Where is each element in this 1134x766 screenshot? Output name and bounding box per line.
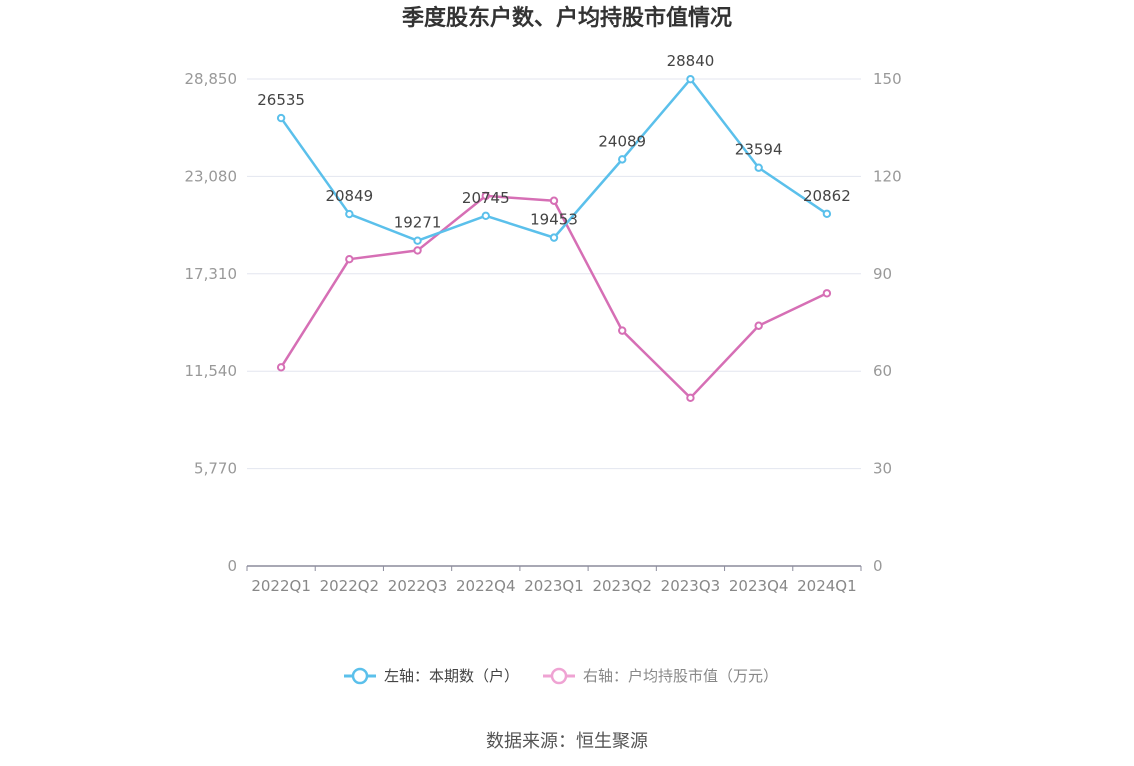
y-left-tick-label: 5,770 [194,460,237,478]
y-right-tick-label: 150 [873,70,902,88]
y-left-tick-label: 28,850 [185,70,238,88]
x-axis: 2022Q1 2022Q2 2022Q3 2022Q4 2023Q1 2023Q2 2023… [246,565,862,595]
legend-marker [351,667,369,685]
data-point[interactable] [618,155,627,164]
y-right-tick-label: 30 [873,460,892,478]
data-point[interactable] [481,211,490,221]
y-right-tick-label: 120 [873,167,902,185]
data-label: 20849 [325,187,373,205]
data-point[interactable] [822,209,832,219]
data-label: 24089 [598,132,646,150]
data-point[interactable] [481,191,490,201]
data-label: 28840 [667,52,715,70]
data-label: 20862 [803,187,851,205]
data-point[interactable] [345,254,354,264]
data-label: 26535 [257,91,305,109]
legend[interactable]: 左轴：本期数（户） 右轴：户均持股市值（万元） [344,667,778,685]
legend-label: 右轴：户均持股市值（万元） [583,667,778,685]
x-tick-label: 2023Q1 [524,577,584,595]
legend-label: 左轴：本期数（户） [384,667,519,685]
x-tick-label: 2022Q3 [388,577,448,595]
x-tick-label: 2022Q2 [320,577,380,595]
data-point[interactable] [413,246,422,255]
y-right-tick-label: 90 [873,265,892,283]
data-point[interactable] [618,326,627,335]
x-tick-label: 2022Q1 [251,577,311,595]
chart-title: 季度股东户数、户均持股市值情况 [402,5,732,31]
legend-marker [550,667,568,685]
data-point[interactable] [754,163,763,172]
data-label: 23594 [735,141,783,159]
y-axis-left: 0 5,770 11,540 17,310 23,080 28,850 [185,70,238,575]
data-label: 19271 [394,214,442,232]
source-note: 数据来源：恒生聚源 [486,731,648,752]
y-left-tick-label: 17,310 [185,265,238,283]
data-point[interactable] [822,289,832,298]
data-point[interactable] [413,236,422,245]
data-label: 20745 [462,189,510,207]
y-right-tick-label: 0 [873,557,883,575]
data-point[interactable] [276,363,286,372]
y-left-tick-label: 0 [227,557,237,575]
x-tick-label: 2022Q4 [456,577,516,595]
data-point[interactable] [549,233,559,242]
data-point[interactable] [754,321,763,330]
data-point[interactable] [686,74,695,84]
y-axis-right: 0 30 60 90 120 150 [873,70,902,575]
data-point[interactable] [686,393,695,403]
x-tick-label: 2024Q1 [797,577,857,595]
x-tick-label: 2023Q4 [729,577,789,595]
gridlines [247,78,861,470]
x-tick-label: 2023Q3 [661,577,721,595]
data-point[interactable] [549,196,559,205]
legend-item-1[interactable]: 左轴：本期数（户） [344,667,519,685]
x-tick-label: 2023Q2 [592,577,652,595]
data-point[interactable] [276,113,286,123]
y-left-tick-label: 23,080 [185,167,238,185]
data-point[interactable] [345,209,354,219]
y-left-tick-label: 11,540 [185,362,238,380]
series-layer: 26535 20849 19271 20745 19453 24089 28840 23594… [257,52,851,403]
y-right-tick-label: 60 [873,362,892,380]
legend-item-2[interactable]: 右轴：户均持股市值（万元） [543,667,778,685]
data-label: 19453 [530,211,578,229]
